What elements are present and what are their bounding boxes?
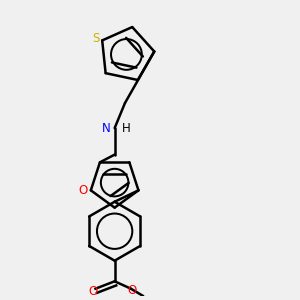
Text: O: O: [79, 184, 88, 197]
Text: O: O: [88, 284, 97, 298]
Text: S: S: [93, 32, 100, 46]
Text: N: N: [101, 122, 110, 135]
Text: O: O: [128, 284, 137, 297]
Text: H: H: [122, 122, 131, 135]
